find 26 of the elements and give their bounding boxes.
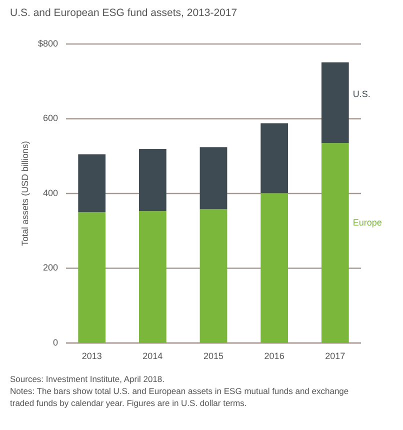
series-label: U.S. [352, 88, 370, 99]
bar [200, 209, 228, 343]
bar [78, 212, 106, 343]
source-note: Sources: Investment Institute, April 2018. [10, 374, 164, 384]
y-tick-label: 400 [42, 188, 58, 198]
y-axis-title: Total assets (USD billions) [20, 140, 30, 246]
y-tick-label: 0 [52, 337, 58, 348]
x-tick-label: 2014 [142, 351, 163, 361]
bar [260, 193, 288, 343]
x-tick-label: 2017 [325, 351, 346, 361]
x-tick-label: 2016 [264, 351, 284, 361]
y-tick-label: 200 [42, 262, 58, 273]
bar [78, 154, 106, 212]
text: Notes: The bars show total U.S. and European assets in ESG mutual funds and exchange traded funds by calendar year. Figures are in U.S. dollar terms. [10, 386, 349, 408]
bar [260, 123, 288, 194]
bar [200, 147, 228, 210]
y-tick-label: 600 [42, 113, 58, 124]
bar [321, 62, 349, 144]
y-tick-label: $800 [38, 38, 58, 48]
bar [138, 211, 166, 343]
x-tick-label: 2015 [203, 351, 224, 361]
x-tick-label: 2013 [82, 351, 102, 361]
bar [138, 149, 166, 212]
bar [321, 143, 349, 343]
chart-title: U.S. and European ESG fund assets, 2013-2017 [10, 7, 238, 19]
series-label: Europe [352, 217, 382, 228]
